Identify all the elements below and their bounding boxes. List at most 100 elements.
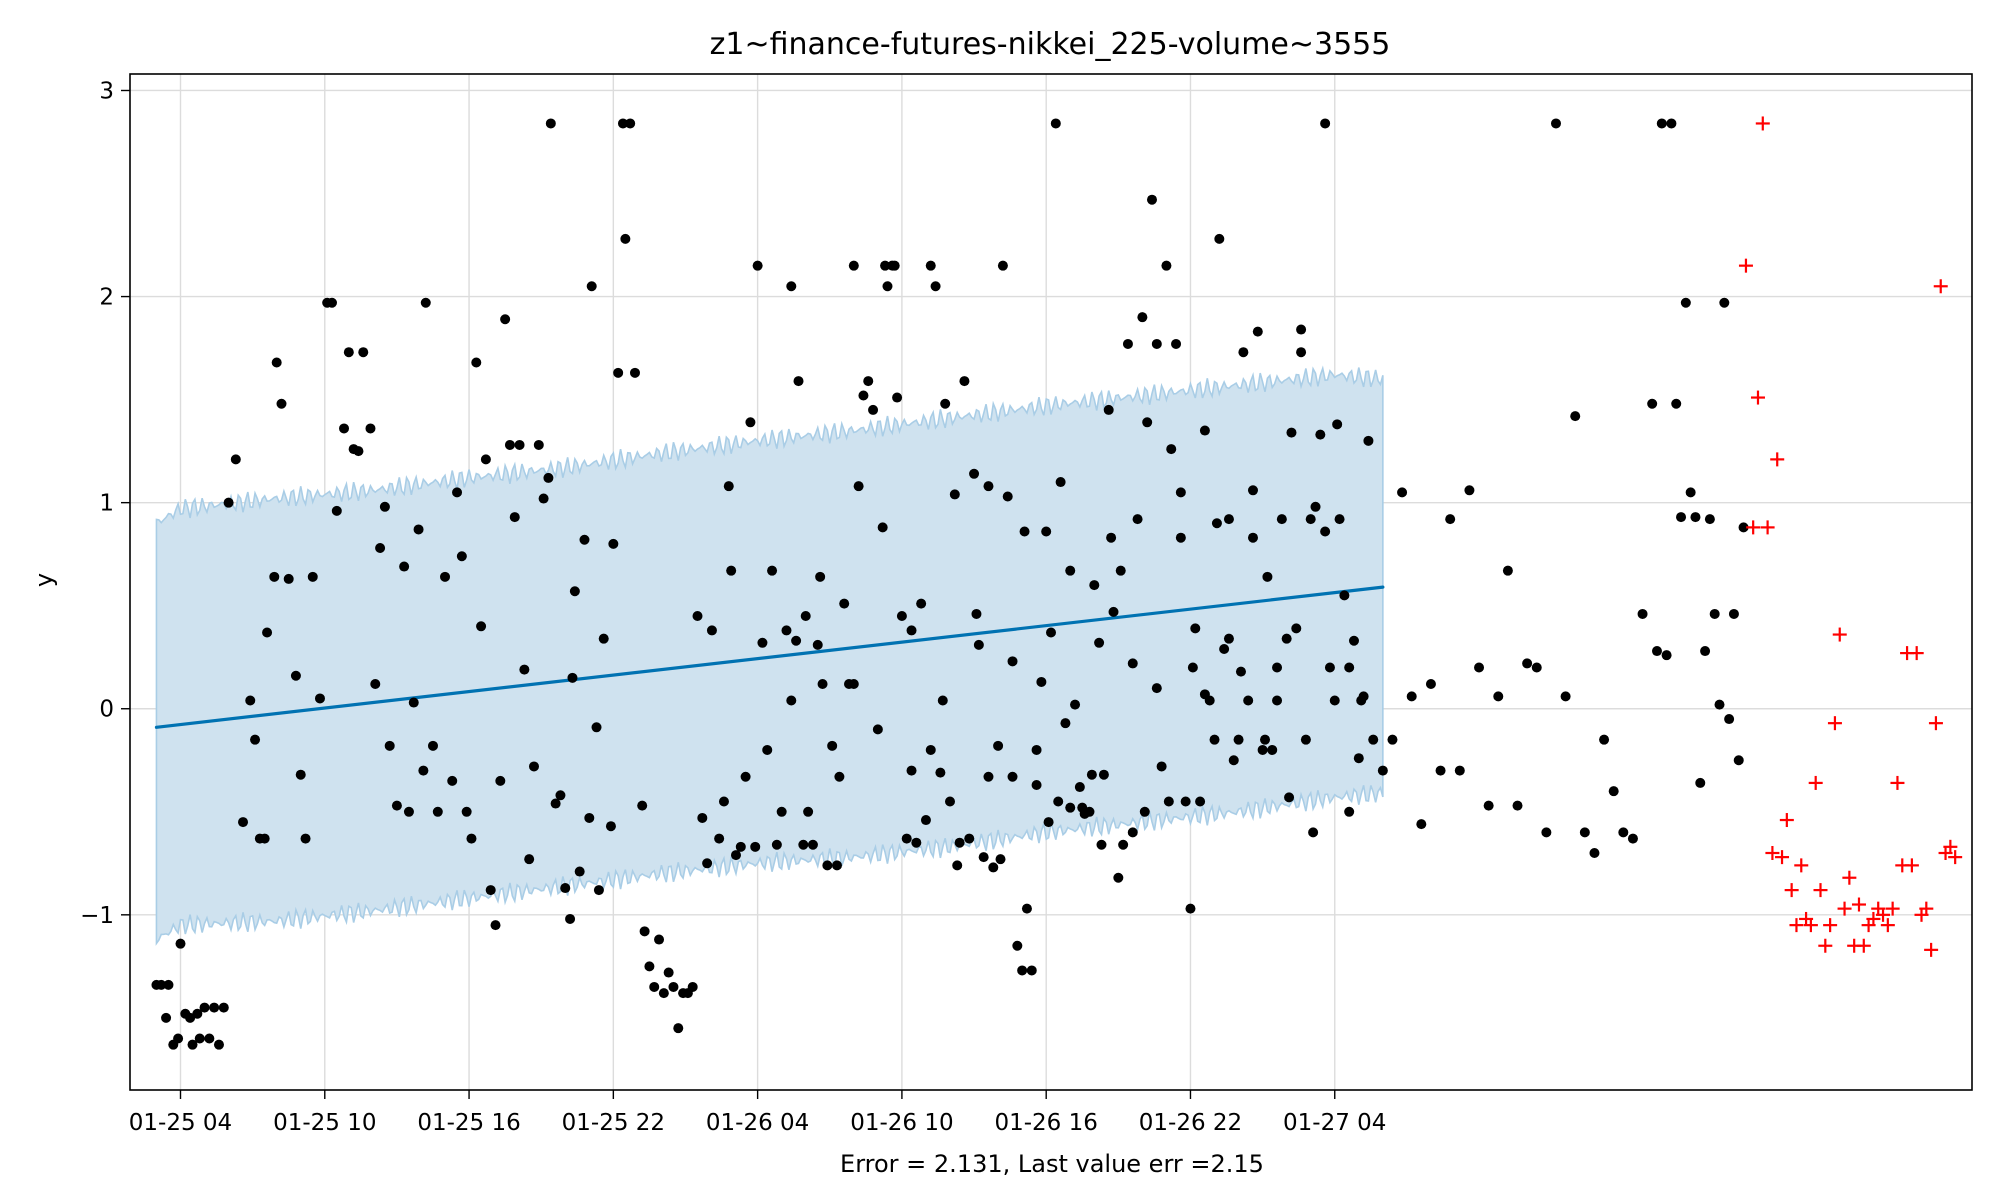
observed-point (798, 839, 809, 850)
actual-future-marker (1880, 918, 1895, 933)
observed-point (1043, 817, 1054, 828)
observed-point (901, 833, 912, 844)
y-tick-label: −1 (80, 903, 114, 929)
observed-point (853, 481, 864, 492)
observed-point (375, 542, 386, 553)
observed-point (326, 297, 337, 308)
actual-future-marker (1890, 775, 1905, 790)
observed-point (925, 744, 936, 755)
observed-point (863, 376, 874, 387)
observed-point (637, 800, 648, 811)
observed-point (983, 481, 994, 492)
observed-point (1204, 695, 1215, 706)
observed-point (1324, 662, 1335, 673)
observed-point (209, 1002, 220, 1013)
observed-point (613, 367, 624, 378)
observed-point (418, 765, 429, 776)
observed-point (1098, 769, 1109, 780)
observed-point (1445, 514, 1456, 525)
observed-point (1502, 565, 1513, 576)
plot-frame (129, 73, 1973, 1091)
observed-point (771, 839, 782, 850)
observed-point (509, 512, 520, 523)
observed-point (629, 367, 640, 378)
observed-point (1348, 635, 1359, 646)
observed-point (1714, 699, 1725, 710)
observed-point (1387, 734, 1398, 745)
observed-point (940, 398, 951, 409)
chart-title: z1~finance-futures-nikkei_225-volume~355… (710, 27, 1391, 62)
observed-point (877, 522, 888, 533)
observed-point (538, 493, 549, 504)
x-tick-label: 01-26 04 (706, 1110, 809, 1136)
observed-point (365, 423, 376, 434)
observed-point (1377, 765, 1388, 776)
observed-point (331, 505, 342, 516)
observed-point (276, 398, 287, 409)
observed-point (831, 860, 842, 871)
observed-point (238, 817, 249, 828)
observed-point (1570, 411, 1581, 422)
observed-point (1339, 590, 1350, 601)
observed-point (868, 404, 879, 415)
observed-point (692, 611, 703, 622)
observed-point (579, 534, 590, 545)
observed-point (1733, 755, 1744, 766)
observed-point (1685, 487, 1696, 498)
observed-point (555, 790, 566, 801)
observed-point (1238, 347, 1249, 358)
observed-point (1017, 965, 1028, 976)
observed-point (839, 598, 850, 609)
observed-point (163, 979, 174, 990)
actual-future-marker (1789, 918, 1804, 933)
observed-point (1425, 679, 1436, 690)
observed-point (752, 260, 763, 271)
observed-point (204, 1033, 215, 1044)
observed-point (1012, 940, 1023, 951)
observed-point (1363, 435, 1374, 446)
observed-point (598, 633, 609, 644)
observed-point (461, 806, 472, 817)
observed-point (314, 693, 325, 704)
observed-point (1209, 734, 1220, 745)
observed-point (726, 565, 737, 576)
observed-point (213, 1039, 224, 1050)
observed-point (1690, 512, 1701, 523)
observed-point (988, 862, 999, 873)
observed-point (290, 670, 301, 681)
observed-point (173, 1033, 184, 1044)
observed-point (1454, 765, 1465, 776)
observed-point (1243, 695, 1254, 706)
actual-future-marker (1827, 716, 1842, 731)
observed-point (1142, 417, 1153, 428)
observed-point (1113, 872, 1124, 883)
actual-future-marker (1746, 520, 1761, 535)
observed-point (1356, 695, 1367, 706)
observed-point (413, 524, 424, 535)
observed-point (1286, 427, 1297, 438)
uncertainty-band (155, 365, 1384, 946)
observed-point (750, 841, 761, 852)
observed-point (971, 608, 982, 619)
observed-point (730, 850, 741, 861)
observed-point (889, 260, 900, 271)
observed-point (1055, 477, 1066, 488)
observed-point (384, 740, 395, 751)
observed-point (1132, 514, 1143, 525)
observed-point (697, 812, 708, 823)
observed-point (817, 679, 828, 690)
observed-point (447, 775, 458, 786)
observed-point (920, 815, 931, 826)
observed-point (1550, 118, 1561, 129)
observed-point (1161, 260, 1172, 271)
observed-point (1146, 194, 1157, 205)
observed-point (1127, 827, 1138, 838)
observed-point (1272, 695, 1283, 706)
observed-point (495, 775, 506, 786)
observed-point (1046, 627, 1056, 638)
x-tick-label: 01-26 22 (1139, 1110, 1242, 1136)
actual-future-marker (1885, 901, 1900, 916)
observed-point (815, 571, 826, 582)
observed-point (872, 724, 883, 735)
observed-point (1151, 683, 1162, 694)
